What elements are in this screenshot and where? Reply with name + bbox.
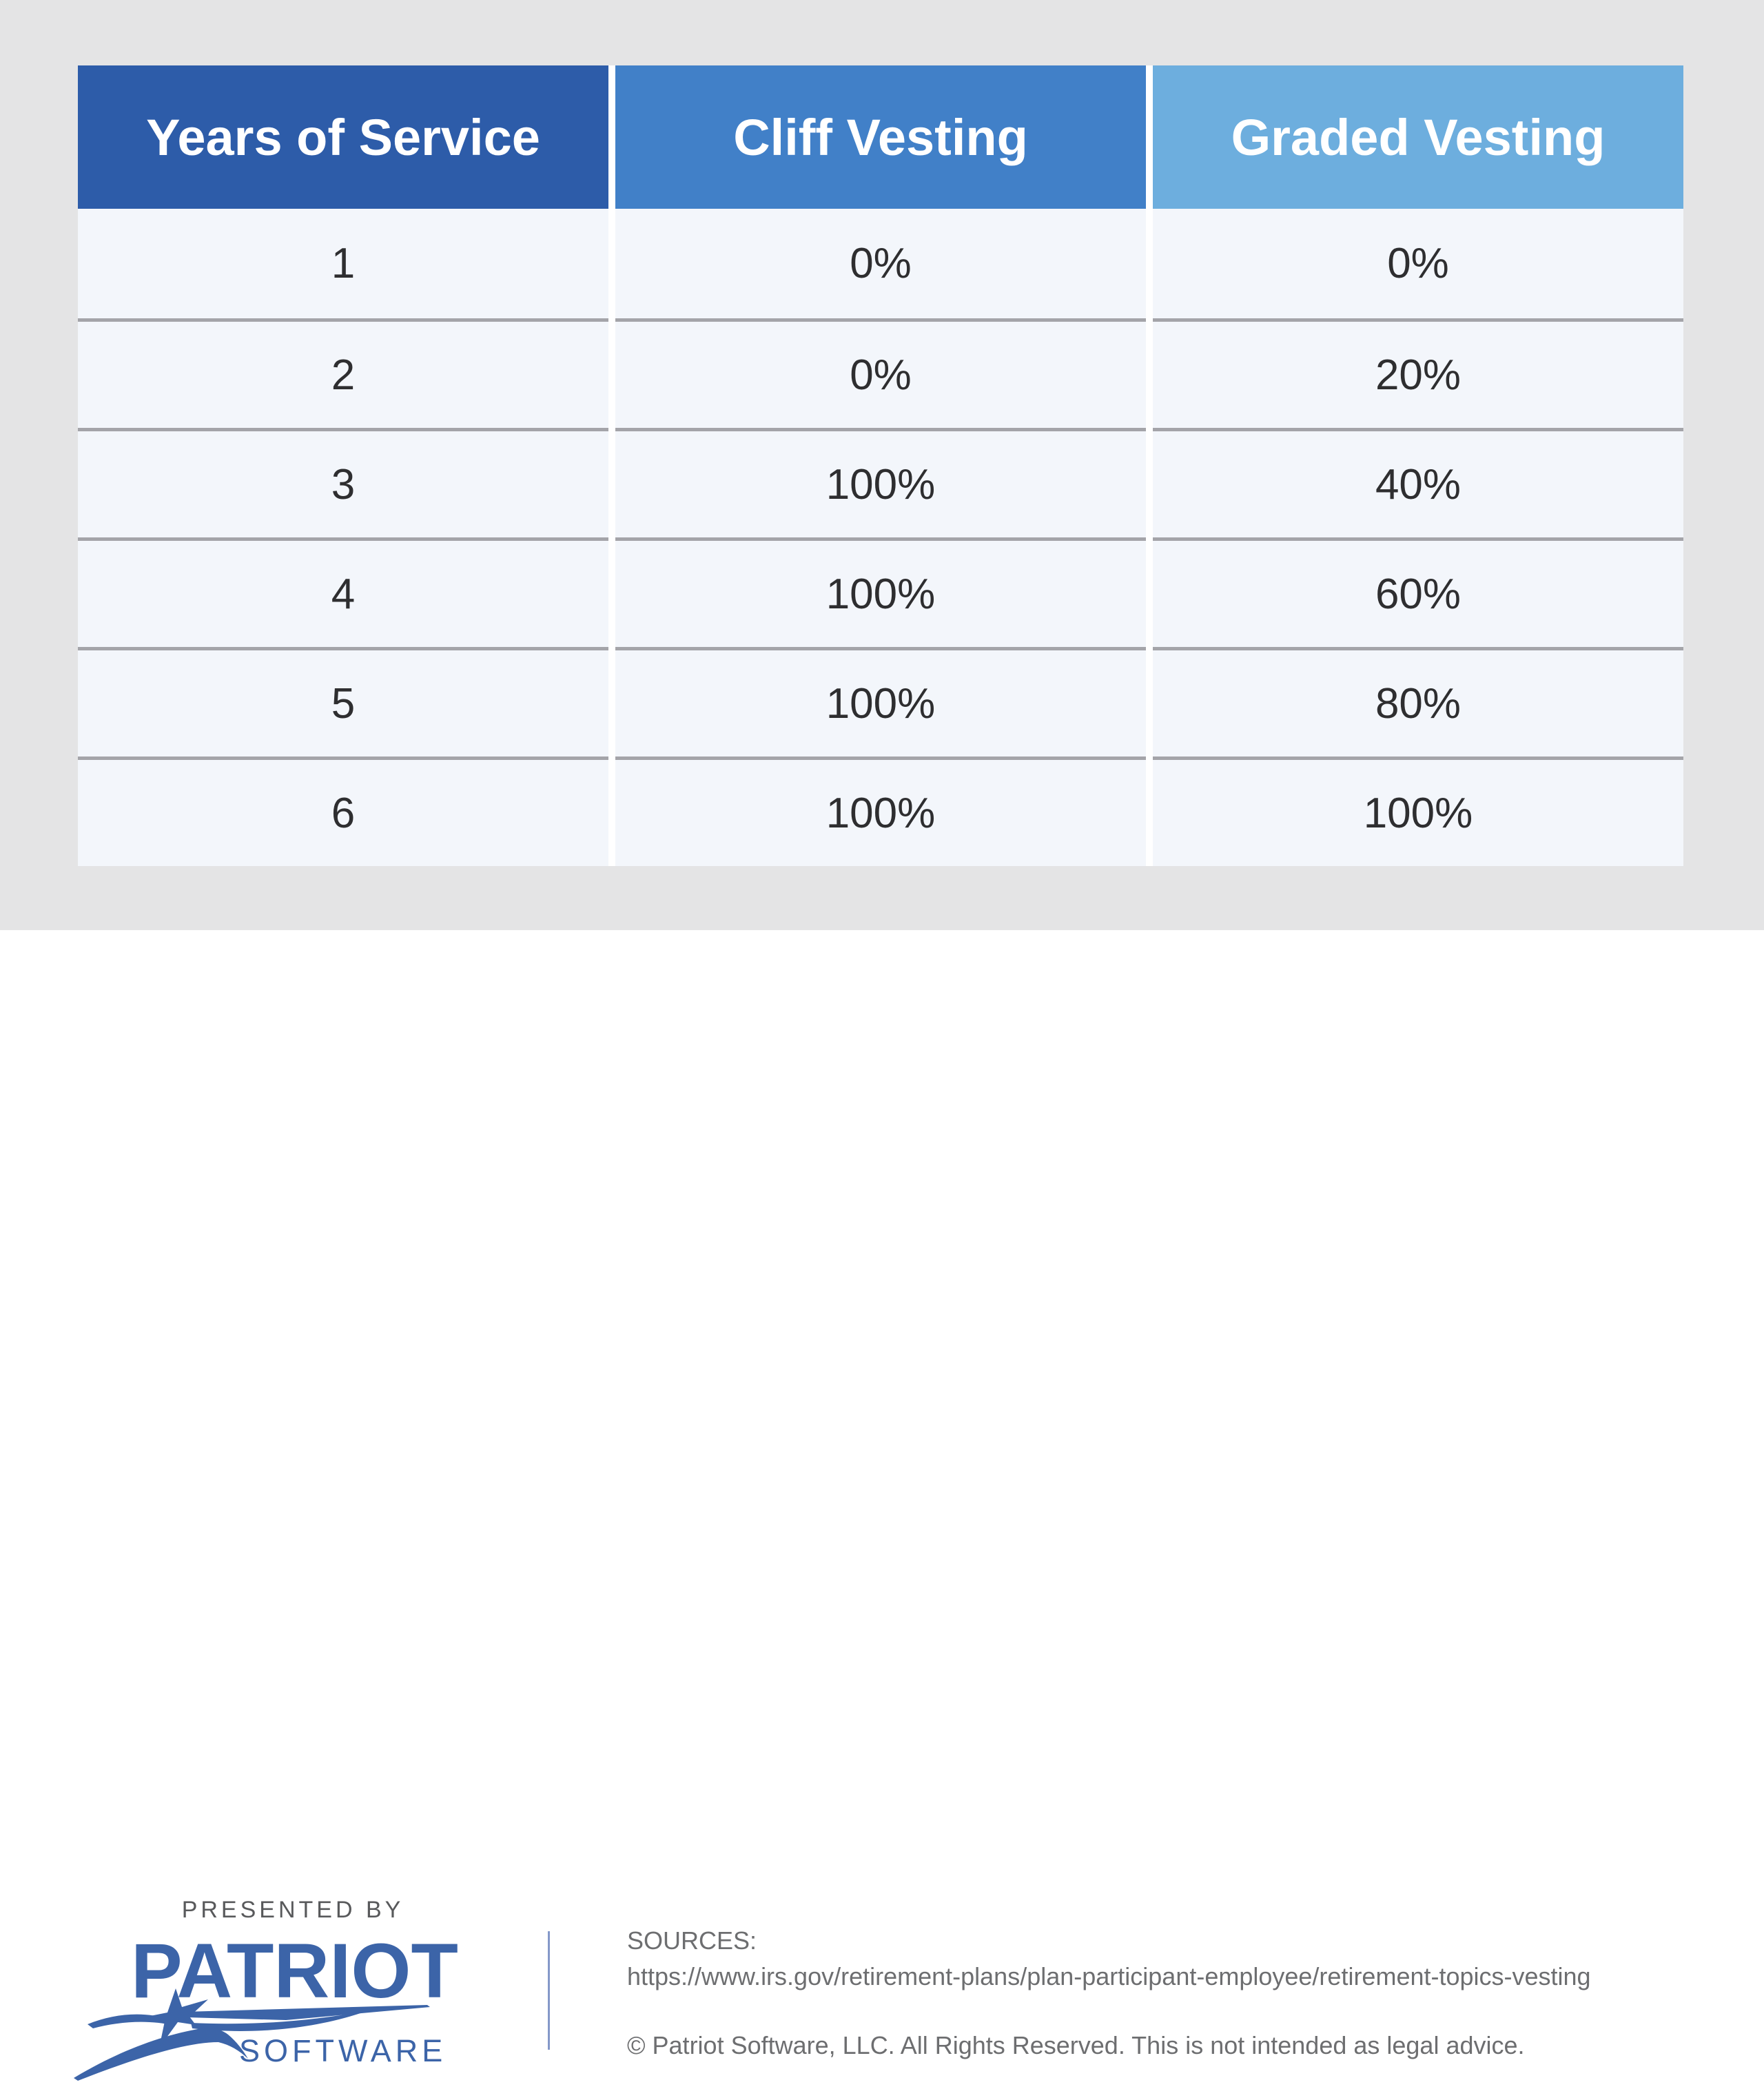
footer: PRESENTED BY PATRIOT SOFTWARE SOURCES: h… — [0, 930, 1764, 2081]
table-cell: 100% — [1153, 757, 1683, 866]
table-cell: 5 — [78, 647, 608, 757]
footer-divider-line — [548, 1931, 550, 2050]
source-url-text: https://www.irs.gov/retirement-plans/pla… — [627, 1962, 1591, 1990]
table-cell: 0% — [615, 318, 1146, 428]
sources-label: SOURCES: — [627, 1926, 757, 1955]
column-header-cliff-vesting: Cliff Vesting — [615, 65, 1146, 209]
table-cell: 80% — [1153, 647, 1683, 757]
table-header-row: Years of Service Cliff Vesting Graded Ve… — [78, 65, 1683, 209]
copyright-text: © Patriot Software, LLC. All Rights Rese… — [627, 2031, 1525, 2059]
table-cell: 0% — [1153, 209, 1683, 318]
table-cell: 0% — [615, 209, 1146, 318]
table-body: 1 0% 0% 2 0% 20% 3 100% 40% 4 100% 60% 5 100% 80% 6 100%… — [78, 209, 1683, 866]
table-cell: 6 — [78, 757, 608, 866]
table-cell: 3 — [78, 428, 608, 537]
table-cell: 100% — [615, 647, 1146, 757]
table-row: 2 0% 20% — [78, 318, 1683, 428]
table-cell: 100% — [615, 428, 1146, 537]
table-cell: 100% — [615, 537, 1146, 647]
table-cell: 1 — [78, 209, 608, 318]
table-cell: 100% — [615, 757, 1146, 866]
column-header-graded-vesting: Graded Vesting — [1153, 65, 1683, 209]
table-row: 1 0% 0% — [78, 209, 1683, 318]
column-header-years-of-service: Years of Service — [78, 65, 608, 209]
table-row: 4 100% 60% — [78, 537, 1683, 647]
table-row: 5 100% 80% — [78, 647, 1683, 757]
table-cell: 2 — [78, 318, 608, 428]
table-cell: 60% — [1153, 537, 1683, 647]
table-cell: 4 — [78, 537, 608, 647]
table-row: 3 100% 40% — [78, 428, 1683, 537]
table-cell: 20% — [1153, 318, 1683, 428]
patriot-logo-software-label: SOFTWARE — [239, 2033, 447, 2068]
presented-by-label: PRESENTED BY — [181, 1897, 404, 1923]
table-row: 6 100% 100% — [78, 757, 1683, 866]
vesting-schedule-table: Years of Service Cliff Vesting Graded Ve… — [78, 65, 1683, 866]
table-cell: 40% — [1153, 428, 1683, 537]
